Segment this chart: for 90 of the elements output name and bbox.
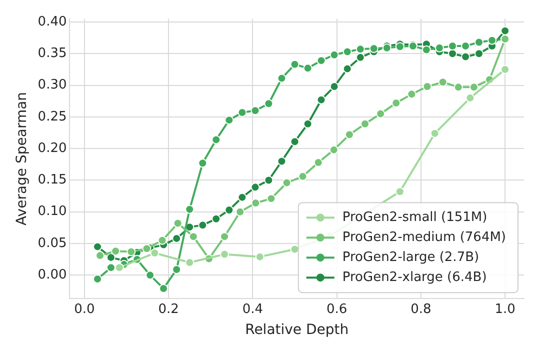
point — [407, 90, 416, 99]
point — [298, 172, 308, 181]
point — [448, 42, 457, 51]
point — [316, 95, 326, 104]
point — [303, 64, 312, 73]
point — [395, 187, 404, 196]
x-tick-label: 0.8 — [410, 302, 432, 317]
y-axis-title: Average Spearman — [14, 92, 30, 226]
point — [106, 263, 116, 272]
point — [488, 36, 497, 45]
point — [466, 93, 475, 102]
point — [360, 119, 370, 128]
point — [264, 176, 274, 185]
point — [238, 192, 247, 202]
point — [126, 247, 136, 256]
point — [430, 128, 440, 138]
point — [212, 135, 221, 144]
point — [330, 50, 339, 60]
point — [114, 263, 124, 272]
x-axis-title: Relative Depth — [245, 322, 349, 338]
point — [250, 182, 260, 192]
x-tick-label: 0.0 — [74, 302, 95, 317]
point — [448, 49, 457, 58]
point — [93, 242, 102, 252]
point — [146, 270, 155, 280]
point — [250, 106, 260, 116]
point — [185, 204, 194, 214]
point — [93, 274, 102, 284]
point — [303, 119, 312, 128]
point — [172, 264, 182, 274]
point — [474, 38, 484, 47]
point — [255, 252, 264, 262]
point — [198, 220, 208, 230]
y-tick-label: 0.40 — [38, 14, 67, 30]
point — [236, 207, 245, 216]
point — [188, 232, 198, 242]
point — [220, 250, 230, 259]
point — [342, 47, 352, 56]
legend-label: ProGen2-small (151M) — [342, 210, 488, 225]
point — [469, 82, 478, 92]
point — [264, 99, 274, 108]
point — [173, 218, 182, 228]
y-tick-label: 0.35 — [38, 46, 67, 61]
point — [224, 205, 234, 214]
legend-label: ProGen2-xlarge (6.4B) — [342, 270, 487, 285]
point — [224, 116, 234, 125]
point — [290, 137, 300, 146]
point — [434, 43, 444, 52]
point — [342, 64, 352, 74]
point — [277, 74, 286, 83]
x-tick-label: 0.6 — [326, 302, 348, 317]
x-tick-label: 1.0 — [494, 302, 516, 317]
point — [266, 194, 276, 204]
point — [369, 44, 378, 54]
y-tick-label: 0.00 — [38, 268, 67, 283]
point — [142, 244, 152, 254]
point — [500, 64, 510, 74]
point — [356, 52, 365, 62]
point — [290, 60, 300, 69]
point — [376, 109, 386, 118]
x-tick-label: 0.2 — [158, 302, 179, 317]
point — [422, 45, 431, 54]
point — [314, 158, 323, 167]
point — [212, 214, 221, 224]
point — [277, 156, 286, 166]
point — [111, 246, 120, 256]
x-tick-label: 0.4 — [242, 302, 264, 317]
point — [454, 82, 463, 92]
y-tick-label: 0.10 — [38, 204, 67, 220]
point — [198, 158, 208, 168]
point — [172, 234, 182, 243]
y-tick-label: 0.15 — [38, 172, 67, 188]
point — [474, 49, 484, 58]
y-tick-label: 0.05 — [38, 236, 67, 251]
y-tick-label: 0.25 — [38, 109, 67, 124]
point — [438, 78, 448, 87]
point — [500, 26, 510, 36]
y-tick-label: 0.30 — [38, 78, 67, 93]
point — [158, 236, 167, 245]
point — [344, 130, 354, 140]
point — [395, 42, 404, 52]
point — [356, 44, 365, 54]
point — [461, 52, 470, 62]
legend-label: ProGen2-medium (764M) — [342, 230, 506, 245]
point — [282, 178, 292, 188]
point — [329, 145, 338, 154]
point — [330, 82, 339, 92]
y-tick-label: 0.20 — [38, 140, 67, 156]
point — [316, 56, 326, 66]
legend-label: ProGen2-large (2.7B) — [342, 250, 480, 265]
